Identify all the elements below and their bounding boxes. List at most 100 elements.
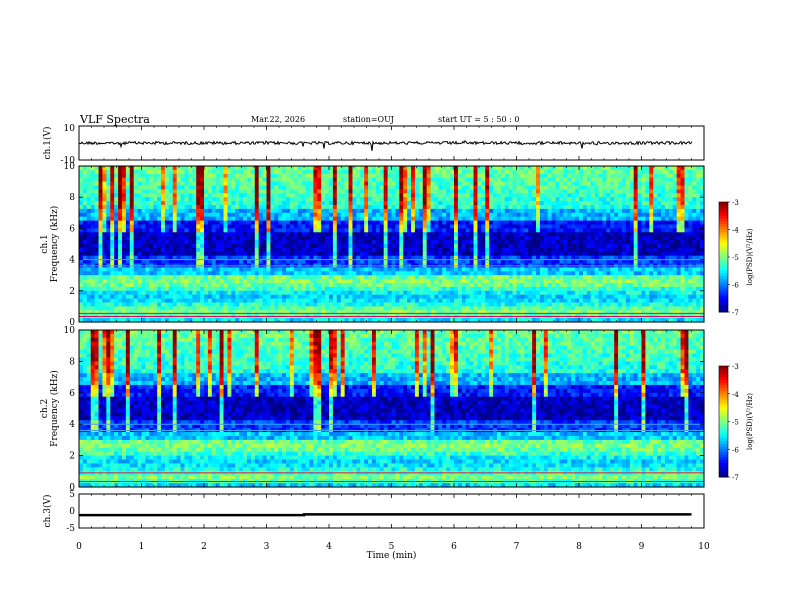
ch1-ytick-label: 10 (64, 124, 76, 134)
page-title: VLF Spectra (80, 113, 150, 126)
ch2-colorbar-tick-label: -5 (732, 419, 739, 427)
colorbar-segment (719, 240, 728, 244)
colorbar-segment (719, 382, 728, 386)
ch1-waveform-trace (78, 139, 693, 151)
colorbar-segment (719, 224, 728, 228)
x-tick-label: 9 (639, 542, 645, 552)
ch1-colorbar-tick-label: -7 (732, 309, 739, 317)
colorbar-segment (719, 268, 728, 272)
ch1-ytick-label: 0 (69, 318, 75, 328)
colorbar-segment (719, 301, 728, 305)
colorbar-segment (719, 385, 728, 389)
colorbar-segment (719, 435, 728, 439)
colorbar-segment (719, 424, 728, 428)
colorbar-segment (719, 377, 728, 381)
colorbar-segment (719, 213, 728, 217)
ch2-colorbar-tick-label: -6 (732, 446, 739, 454)
colorbar-segment (719, 298, 728, 302)
colorbar-segment (719, 460, 728, 464)
ch2-ytick-label: 6 (69, 389, 75, 399)
ch1-ylabel-top: ch.1 (40, 234, 50, 253)
ch1-colorbar-label: log(PSD)(V²/Hz) (746, 228, 754, 285)
colorbar-segment (719, 237, 728, 241)
colorbar-segment (719, 218, 728, 222)
ch1-ytick-label: 4 (69, 256, 75, 266)
ch1-ylabel: ch.1(V) (42, 127, 53, 160)
colorbar-segment (719, 463, 728, 467)
colorbar-segment (719, 393, 728, 398)
colorbar-segment (719, 457, 728, 461)
colorbar-segment (719, 404, 728, 409)
ch2-ytick-label: 8 (69, 357, 75, 367)
x-tick-label: 8 (576, 542, 582, 552)
colorbar-segment (719, 251, 728, 255)
ch1-ytick-label: 8 (69, 193, 75, 203)
colorbar-segment (719, 366, 728, 370)
colorbar-segment (719, 257, 728, 261)
ch3-ytick-label: 0 (69, 507, 75, 517)
date-label: Mar.22, 2026 (251, 115, 306, 124)
colorbar-segment (719, 371, 728, 375)
spectrogram-ch2-image (79, 330, 705, 488)
colorbar-segment (719, 306, 728, 310)
colorbar-segment (719, 226, 728, 230)
ch2-colorbar-label: log(PSD)(V²/Hz) (746, 393, 754, 450)
ch3-ylabel: ch.3(V) (42, 495, 53, 528)
colorbar-segment (719, 202, 728, 206)
colorbar-segment (719, 292, 728, 296)
x-tick-label: 4 (326, 542, 332, 552)
x-tick-label: 1 (139, 542, 145, 552)
ch2-colorbar-tick-label: -7 (732, 474, 739, 482)
colorbar-segment (719, 468, 728, 472)
ch2-ytick-label: 10 (64, 326, 76, 336)
colorbar-segment (719, 368, 728, 373)
start-time-label: start UT = 5 : 50 : 0 (438, 115, 520, 124)
colorbar-segment (719, 440, 728, 445)
colorbar-segment (719, 438, 728, 442)
ch1-colorbar-tick-label: -3 (732, 199, 739, 207)
x-tick-label: 3 (264, 542, 270, 552)
colorbar-segment (719, 232, 728, 236)
colorbar-segment (719, 454, 728, 459)
ch1-ytick-label: 10 (64, 162, 76, 172)
spectrogram-ch1-image (79, 166, 705, 323)
ch2-ytick-label: 4 (69, 420, 75, 430)
colorbar-segment (719, 446, 728, 450)
x-tick-label: 10 (698, 542, 710, 552)
colorbar-segment (719, 379, 728, 384)
colorbar-segment (719, 215, 728, 219)
ch1-ytick-label: 6 (69, 224, 75, 234)
ch2-colorbar-tick-label: -4 (732, 391, 739, 399)
colorbar-segment (719, 388, 728, 392)
ch2-ytick-label: 0 (69, 483, 75, 493)
colorbar-segment (719, 396, 728, 400)
colorbar-segment (719, 474, 728, 478)
colorbar-segment (719, 204, 728, 208)
colorbar-segment (719, 254, 728, 258)
colorbar-segment (719, 290, 728, 294)
colorbar-segment (719, 246, 728, 250)
colorbar-segment (719, 265, 728, 269)
ch1-ylabel: Frequency (kHz) (49, 206, 60, 283)
ch2-ytick-label: 2 (69, 452, 75, 462)
ch2-ylabel: Frequency (kHz) (49, 370, 60, 447)
x-tick-label: 0 (76, 542, 82, 552)
colorbar-segment (719, 281, 728, 285)
ch2-colorbar-tick-label: -3 (732, 363, 739, 371)
colorbar-segment (719, 415, 728, 420)
colorbar-segment (719, 259, 728, 263)
colorbar-segment (719, 243, 728, 247)
colorbar-segment (719, 270, 728, 274)
colorbar-segment (719, 287, 728, 291)
colorbar-segment (719, 276, 728, 280)
colorbar-segment (719, 421, 728, 425)
colorbar-segment (719, 471, 728, 475)
colorbar-segment (719, 309, 728, 313)
colorbar-segment (719, 207, 728, 211)
colorbar-segment (719, 410, 728, 414)
x-axis-label: Time (min) (367, 550, 417, 561)
colorbar-segment (719, 221, 728, 225)
ch1-colorbar-tick-label: -5 (732, 254, 739, 262)
colorbar-segment (719, 452, 728, 456)
